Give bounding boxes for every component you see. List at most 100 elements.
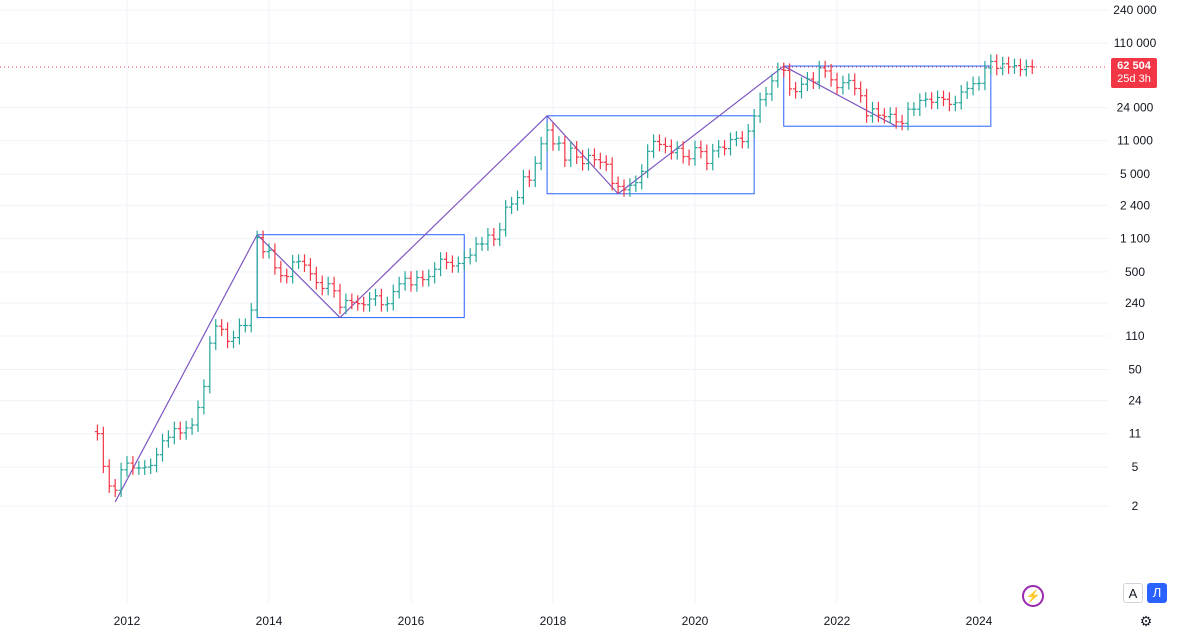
ohlc-bar [609,157,615,191]
ohlc-bar [763,86,769,107]
ohlc-bar [639,164,645,190]
ohlc-bar [787,63,793,96]
ohlc-bar [473,237,479,262]
ohlc-bar [875,101,881,123]
ohlc-bar [449,255,455,273]
y-tick-label: 11 000 [1117,134,1153,148]
ohlc-bar [402,271,408,291]
y-tick-label: 240 000 [1113,3,1157,17]
ohlc-bar [911,102,917,117]
y-tick-label: 110 000 [1114,36,1157,50]
ohlc-bar [1006,56,1012,74]
ohlc-bar [378,288,384,312]
ohlc-bar [420,270,426,287]
ohlc-bar [426,269,432,287]
ohlc-bar [810,72,816,90]
current-price-label: 62 504 [1117,60,1151,73]
ohlc-bar [124,456,130,477]
ohlc-bar [722,140,728,156]
ohlc-bar [384,296,390,312]
ohlc-bar [136,460,142,475]
ohlc-bar [526,169,532,188]
ohlc-bar [94,424,100,441]
log-scale-button[interactable]: Л [1147,583,1167,603]
range-box [546,115,755,195]
ohlc-bar [408,271,414,292]
y-tick-label: 2 [1132,499,1139,513]
x-tick-label: 2020 [682,614,709,628]
ohlc-bar [799,77,804,99]
ohlc-bar [337,283,343,315]
ohlc-bar [994,54,1000,76]
ohlc-bar [556,136,562,151]
ohlc-bar [580,149,586,171]
y-axis[interactable]: 240 000 110 000 24 000 11 000 5 000 2 400 1 10… [1113,3,1157,513]
gear-icon[interactable]: ⚙ [1139,613,1153,629]
ohlc-bar [935,90,941,110]
ohlc-bar [964,81,970,99]
ohlc-bar [100,426,106,474]
ohlc-bar [751,109,757,139]
ohlc-bar [840,75,846,95]
ohlc-bar [236,318,242,345]
ohlc-bar [414,270,420,292]
ohlc-bar [621,179,627,197]
ohlc-bar [970,76,976,96]
ohlc-bar [390,284,396,311]
ohlc-bar [467,248,473,265]
ohlc-bar [1000,56,1006,76]
ohlc-bar [846,73,852,90]
ohlc-bar [674,141,680,160]
y-tick-label: 240 [1125,296,1145,310]
lightning-icon[interactable]: ⚡ [1022,585,1044,607]
ohlc-bar [562,136,568,167]
ohlc-bar [775,62,781,88]
ohlc-bar [627,178,633,197]
ohlc-bar [662,137,668,154]
ohlc-bar [728,132,733,156]
ohlc-bar [923,92,929,108]
ohlc-bar [491,228,497,247]
ohlc-bar [325,276,331,296]
ohlc-bar [319,275,325,296]
ohlc-bars [94,54,1035,498]
ohlc-bar [195,400,201,432]
ohlc-bar [1023,59,1029,77]
ohlc-bar [568,141,574,167]
ohlc-bar [213,319,219,351]
range-boxes [256,65,992,319]
grid-lines [0,0,1108,603]
x-axis[interactable]: 2012 2014 2016 2018 2020 2022 2024 [114,614,993,628]
ohlc-bar [698,140,704,159]
ohlc-bar [130,456,136,475]
trend-lines [114,65,897,503]
ohlc-bar [816,60,822,90]
ohlc-bar [509,196,515,215]
auto-scale-button[interactable]: A [1123,583,1143,603]
ohlc-bar [952,95,958,112]
ohlc-bar [515,190,520,211]
ohlc-bar [597,152,603,170]
trend-line [339,115,548,319]
trend-line [114,234,258,503]
ohlc-bar [225,322,231,349]
ohlc-bar [248,303,254,333]
range-box [783,65,992,127]
y-tick-label: 50 [1128,362,1142,376]
x-tick-label: 2014 [256,614,283,628]
x-tick-label: 2012 [114,614,141,628]
ohlc-bar [988,54,994,75]
x-tick-label: 2024 [966,614,993,628]
ohlc-bar [331,276,337,298]
ohlc-bar [396,276,402,299]
ohlc-bar [367,292,373,312]
ohlc-bar [745,124,751,149]
ohlc-bar [586,148,591,171]
ohlc-bar [828,63,834,87]
ohlc-bar [296,254,302,269]
ohlc-bar [733,131,739,147]
ohlc-bar [657,134,662,152]
ohlc-bar [160,433,165,462]
bar-countdown-label: 25d 3h [1117,73,1151,86]
